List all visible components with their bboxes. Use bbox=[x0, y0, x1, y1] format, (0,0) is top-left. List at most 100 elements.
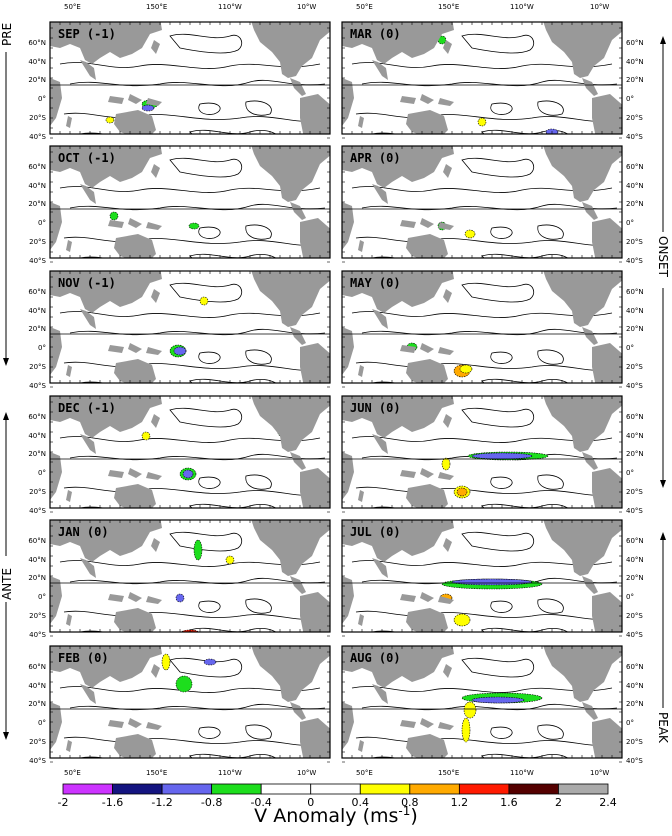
anomaly-patch bbox=[477, 117, 487, 127]
lat-tick-label: 40°N bbox=[28, 432, 46, 440]
anomaly-patch bbox=[451, 578, 533, 586]
anomaly-patch bbox=[109, 211, 119, 221]
top-tick-label: 150°E bbox=[438, 3, 459, 11]
anomaly-patch bbox=[203, 658, 217, 666]
colorbar-tick-label: -1.6 bbox=[102, 796, 123, 809]
anomaly-patch bbox=[199, 296, 209, 306]
bottom-tick-label: 50°E bbox=[356, 769, 373, 777]
top-tick-label: 110°W bbox=[218, 3, 242, 11]
colorbar-swatch bbox=[558, 783, 609, 795]
anomaly-patch bbox=[173, 346, 187, 356]
lat-labels-left: 60°N 40°N 20°N 0° 20°S 40°S 60°N 40°N 20°N 0° 20°S… bbox=[28, 39, 46, 765]
colorbar-swatch bbox=[409, 783, 460, 795]
colorbar-title: V Anomaly (ms-1) bbox=[254, 804, 418, 827]
panel-label: MAY (0) bbox=[350, 276, 401, 290]
bottom-tick-label: 150°E bbox=[438, 769, 459, 777]
map-panel: NOV (-1) bbox=[49, 270, 331, 388]
lat-tick-label: 40°S bbox=[29, 257, 46, 265]
lat-tick-label: 60°N bbox=[28, 413, 46, 421]
top-tick-label: 10°W bbox=[590, 3, 609, 11]
top-axis-labels: 50°E 150°E 110°W 10°W 50°E 150°E 110°W 1… bbox=[64, 3, 609, 11]
colorbar-swatch bbox=[359, 783, 411, 795]
lat-tick-label: 20°N bbox=[626, 325, 644, 333]
lat-tick-label: 20°N bbox=[626, 450, 644, 458]
lat-tick-label: 20°S bbox=[29, 612, 46, 620]
lat-tick-label: 60°N bbox=[28, 663, 46, 671]
anomaly-patch bbox=[225, 555, 235, 565]
lat-tick-label: 0° bbox=[626, 719, 634, 727]
onset-bracket: ONSET bbox=[656, 36, 670, 488]
panel-label: APR (0) bbox=[350, 151, 401, 165]
colorbar-swatch bbox=[508, 783, 559, 795]
top-tick-label: 50°E bbox=[64, 3, 81, 11]
anomaly-patch bbox=[463, 701, 477, 719]
map-panel: AUG (0) bbox=[341, 645, 623, 763]
lat-tick-label: 60°N bbox=[626, 163, 644, 171]
panel-label: MAR (0) bbox=[350, 27, 401, 41]
lat-tick-label: 40°N bbox=[28, 682, 46, 690]
anomaly-patch bbox=[453, 613, 471, 627]
onset-label: ONSET bbox=[656, 236, 670, 278]
colorbar-tick-label: 1.6 bbox=[500, 796, 518, 809]
anomaly-patch bbox=[193, 539, 203, 561]
lat-tick-label: 0° bbox=[38, 719, 46, 727]
anomaly-patch bbox=[464, 229, 476, 239]
top-tick-label: 110°W bbox=[510, 3, 534, 11]
lat-tick-label: 60°N bbox=[626, 537, 644, 545]
map-panel: MAY (0) bbox=[341, 270, 623, 388]
colorbar-swatch bbox=[161, 783, 213, 795]
ante-label: ANTE bbox=[0, 568, 14, 600]
lat-tick-label: 40°S bbox=[626, 507, 643, 515]
map-panel: MAR (0) bbox=[341, 21, 623, 139]
colorbar-tick-label: 1.2 bbox=[451, 796, 469, 809]
peak-bracket: PEAK bbox=[656, 532, 670, 754]
map-panel: APR (0) bbox=[341, 145, 623, 263]
anomaly-patch bbox=[141, 104, 155, 112]
map-panel: DEC (-1) bbox=[49, 395, 331, 513]
lat-tick-label: 20°N bbox=[28, 325, 46, 333]
lat-tick-label: 0° bbox=[38, 219, 46, 227]
lat-tick-label: 0° bbox=[626, 219, 634, 227]
panel-label: JUN (0) bbox=[350, 401, 401, 415]
anomaly-patch bbox=[141, 431, 151, 441]
colorbar-tick-label: 0.8 bbox=[401, 796, 419, 809]
lat-tick-label: 60°N bbox=[626, 413, 644, 421]
bottom-tick-label: 110°W bbox=[510, 769, 534, 777]
lat-tick-label: 0° bbox=[38, 95, 46, 103]
lat-tick-label: 60°N bbox=[28, 537, 46, 545]
colorbar-swatch bbox=[260, 783, 312, 795]
anomaly-patch bbox=[471, 696, 525, 704]
colorbar-swatch bbox=[112, 783, 163, 795]
lat-tick-label: 20°S bbox=[29, 238, 46, 246]
lat-tick-label: 40°S bbox=[29, 507, 46, 515]
panel-label: JUL (0) bbox=[350, 525, 401, 539]
map-panel: JUL (0) bbox=[341, 519, 623, 637]
colorbar-tick-label: -0.8 bbox=[201, 796, 222, 809]
lat-tick-label: 60°N bbox=[28, 39, 46, 47]
lat-tick-label: 20°S bbox=[626, 363, 643, 371]
lat-tick-label: 0° bbox=[626, 95, 634, 103]
lat-tick-label: 20°S bbox=[626, 738, 643, 746]
anomaly-patch bbox=[471, 452, 533, 460]
peak-label: PEAK bbox=[656, 712, 670, 744]
lat-tick-label: 20°N bbox=[626, 574, 644, 582]
colorbar-tick-label: 2 bbox=[555, 796, 562, 809]
anomaly-patch bbox=[182, 469, 194, 479]
map-panel: OCT (-1) bbox=[49, 145, 331, 263]
anomaly-patch bbox=[441, 457, 451, 471]
colorbar-tick-label: -1.2 bbox=[151, 796, 172, 809]
lat-tick-label: 20°S bbox=[29, 114, 46, 122]
lat-tick-label: 0° bbox=[626, 469, 634, 477]
lat-tick-label: 20°S bbox=[29, 363, 46, 371]
colorbar-swatch bbox=[310, 783, 361, 795]
lat-tick-label: 20°N bbox=[28, 574, 46, 582]
lat-tick-label: 20°S bbox=[626, 114, 643, 122]
lat-tick-label: 60°N bbox=[626, 39, 644, 47]
panel-label: DEC (-1) bbox=[58, 401, 116, 415]
lat-tick-label: 20°S bbox=[29, 488, 46, 496]
lat-tick-label: 60°N bbox=[28, 288, 46, 296]
lat-tick-label: 20°N bbox=[626, 700, 644, 708]
top-tick-label: 50°E bbox=[356, 3, 373, 11]
panel-label: JAN (0) bbox=[58, 525, 109, 539]
